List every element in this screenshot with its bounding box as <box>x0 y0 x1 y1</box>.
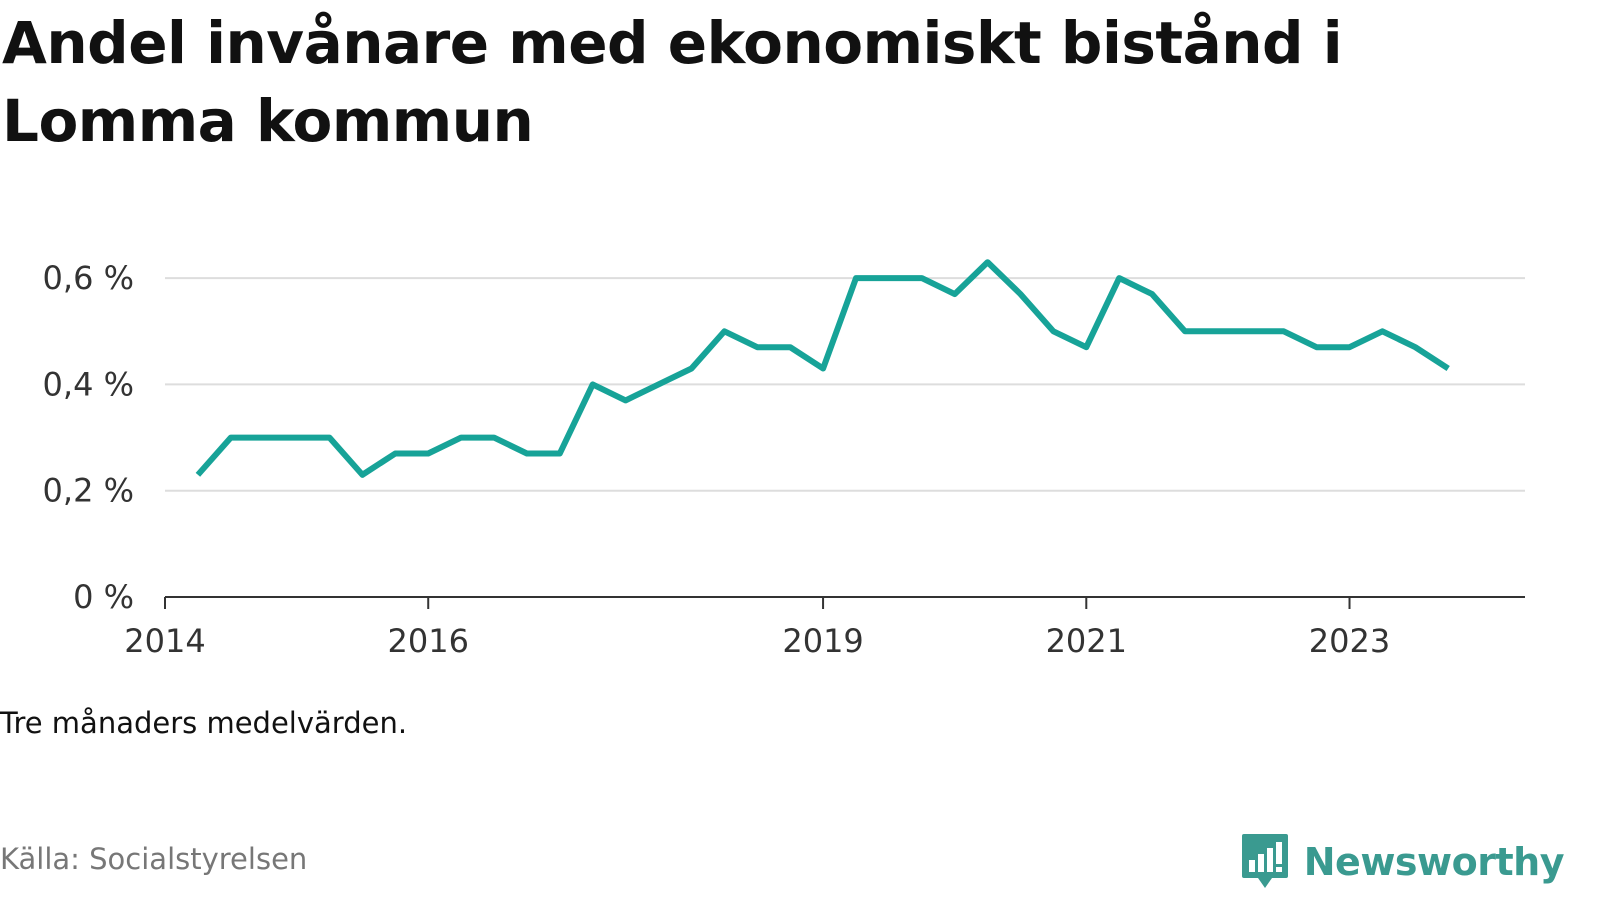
y-tick-label: 0,6 % <box>43 259 134 297</box>
source-text: Källa: Socialstyrelsen <box>0 842 308 876</box>
line-chart: 0 % 0,2 % 0,4 % 0,6 % 2014 2016 2019 2021 2023 <box>43 259 1525 660</box>
y-axis-ticks: 0 % 0,2 % 0,4 % 0,6 % <box>43 259 134 616</box>
x-axis-ticks: 2014 2016 2019 2021 2023 <box>124 597 1390 660</box>
y-tick-label: 0,4 % <box>43 365 134 403</box>
chart-title: Andel invånare med ekonomiskt bistånd i … <box>2 9 1343 155</box>
brand-logo: Newsworthy <box>1240 832 1565 892</box>
y-tick-label: 0 % <box>73 578 134 616</box>
x-tick-label: 2019 <box>782 622 863 660</box>
x-tick-label: 2021 <box>1046 622 1127 660</box>
y-tick-label: 0,2 % <box>43 472 134 510</box>
series-group <box>195 259 1450 478</box>
grid-lines <box>165 277 1525 492</box>
chart-note: Tre månaders medelvärden. <box>0 706 408 740</box>
x-tick-label: 2014 <box>124 622 205 660</box>
newsworthy-logo-icon <box>1241 834 1288 888</box>
series-line <box>195 259 1450 478</box>
x-tick-label: 2023 <box>1309 622 1390 660</box>
x-tick-label: 2016 <box>388 622 469 660</box>
brand-name: Newsworthy <box>1303 840 1565 884</box>
